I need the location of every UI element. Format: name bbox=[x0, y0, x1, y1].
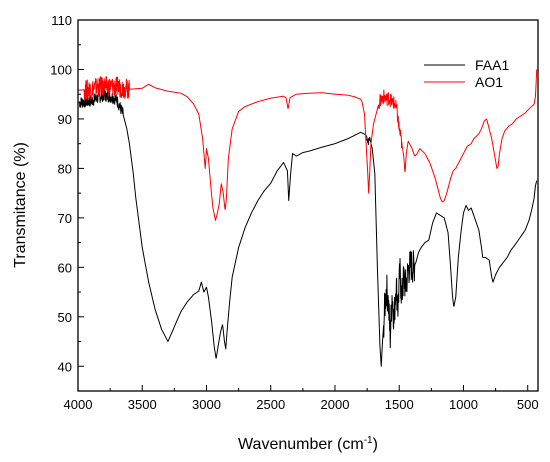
y-tick-label-100: 100 bbox=[50, 62, 72, 77]
y-tick-label-40: 40 bbox=[58, 359, 72, 374]
series-line-faa1 bbox=[78, 88, 538, 367]
x-tick-label-4000: 4000 bbox=[64, 397, 93, 412]
x-tick-label-3000: 3000 bbox=[192, 397, 221, 412]
x-axis-title: Wavenumber (cm-1) bbox=[238, 435, 378, 453]
plot-frame bbox=[77, 19, 539, 392]
y-axis-ticks: 40 50 60 70 80 90 100 110 bbox=[50, 13, 84, 374]
x-tick-label-1500: 1500 bbox=[385, 397, 414, 412]
x-axis-ticks: 4000 3500 3000 2500 2000 1500 1000 500 bbox=[64, 385, 539, 412]
series-line-ao1 bbox=[78, 69, 538, 221]
x-tick-label-2000: 2000 bbox=[321, 397, 350, 412]
y-tick-label-90: 90 bbox=[58, 112, 72, 127]
legend: FAA1 AO1 bbox=[424, 57, 509, 90]
x-tick-label-2500: 2500 bbox=[256, 397, 285, 412]
series-layer bbox=[78, 69, 538, 367]
x-tick-label-500: 500 bbox=[517, 397, 539, 412]
y-tick-label-80: 80 bbox=[58, 161, 72, 176]
y-axis-title: Transmitance (%) bbox=[12, 142, 29, 268]
legend-label-faa1: FAA1 bbox=[475, 57, 509, 73]
x-tick-label-3500: 3500 bbox=[128, 397, 157, 412]
y-tick-label-70: 70 bbox=[58, 211, 72, 226]
y-tick-label-110: 110 bbox=[51, 13, 72, 28]
y-tick-label-50: 50 bbox=[58, 310, 72, 325]
legend-label-ao1: AO1 bbox=[475, 74, 503, 90]
y-tick-label-60: 60 bbox=[58, 260, 72, 275]
x-tick-label-1000: 1000 bbox=[449, 397, 478, 412]
